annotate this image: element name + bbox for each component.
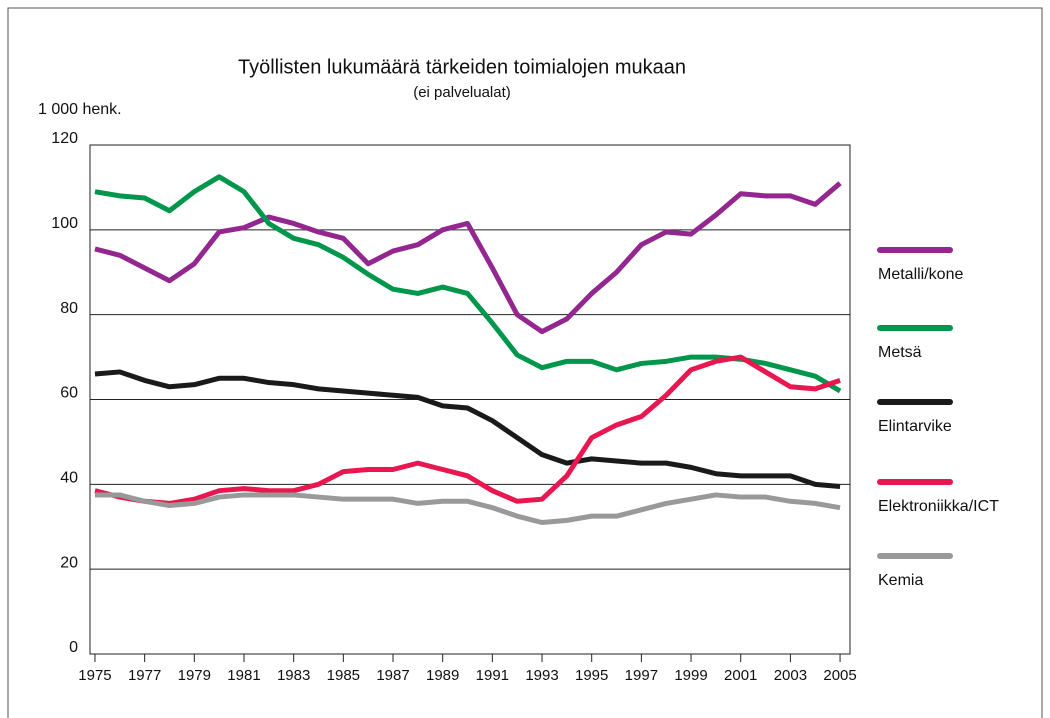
x-tick-label: 1993: [525, 667, 558, 684]
y-tick-label: 0: [69, 639, 78, 656]
series-line: [94, 174, 842, 394]
x-tick-label: 1997: [625, 667, 658, 684]
x-tick-label: 1989: [426, 667, 459, 684]
series-line: [94, 492, 841, 526]
frame: [7, 7, 1043, 718]
x-tick-label: 1991: [476, 667, 509, 684]
x-tick-label: 1979: [178, 667, 211, 684]
legend-label: Elintarvike: [878, 418, 952, 435]
y-tick-label: 120: [51, 130, 78, 147]
legend-label: Elektroniikka/ICT: [878, 498, 999, 515]
x-tick-label: 2005: [823, 667, 856, 684]
y-tick-label: 80: [60, 300, 78, 317]
chart-subtitle: (ei palvelualat): [413, 84, 511, 101]
y-tick-label: 40: [60, 470, 78, 487]
series-line: [94, 181, 842, 335]
legend-label: Metalli/kone: [878, 266, 963, 283]
series-line: [94, 354, 841, 506]
x-tick-label: 2001: [724, 667, 757, 684]
x-tick-label: 1985: [327, 667, 360, 684]
y-tick-label: 60: [60, 385, 78, 402]
x-tick-label: 1995: [575, 667, 608, 684]
x-tick-label: 1981: [227, 667, 260, 684]
legend-label: Kemia: [878, 572, 923, 589]
x-tick-label: 1987: [376, 667, 409, 684]
legend-label: Metsä: [878, 344, 922, 361]
y-axis-label: 1 000 henk.: [38, 101, 122, 118]
chart-title: Työllisten lukumäärä tärkeiden toimialoj…: [238, 56, 686, 78]
x-tick-label: 1977: [128, 667, 161, 684]
series-line: [94, 369, 841, 489]
y-tick-label: 100: [51, 215, 78, 232]
x-tick-label: 1975: [78, 667, 111, 684]
x-tick-label: 2003: [774, 667, 807, 684]
y-tick-label: 20: [60, 554, 78, 571]
x-tick-label: 1983: [277, 667, 310, 684]
x-tick-label: 1999: [674, 667, 707, 684]
